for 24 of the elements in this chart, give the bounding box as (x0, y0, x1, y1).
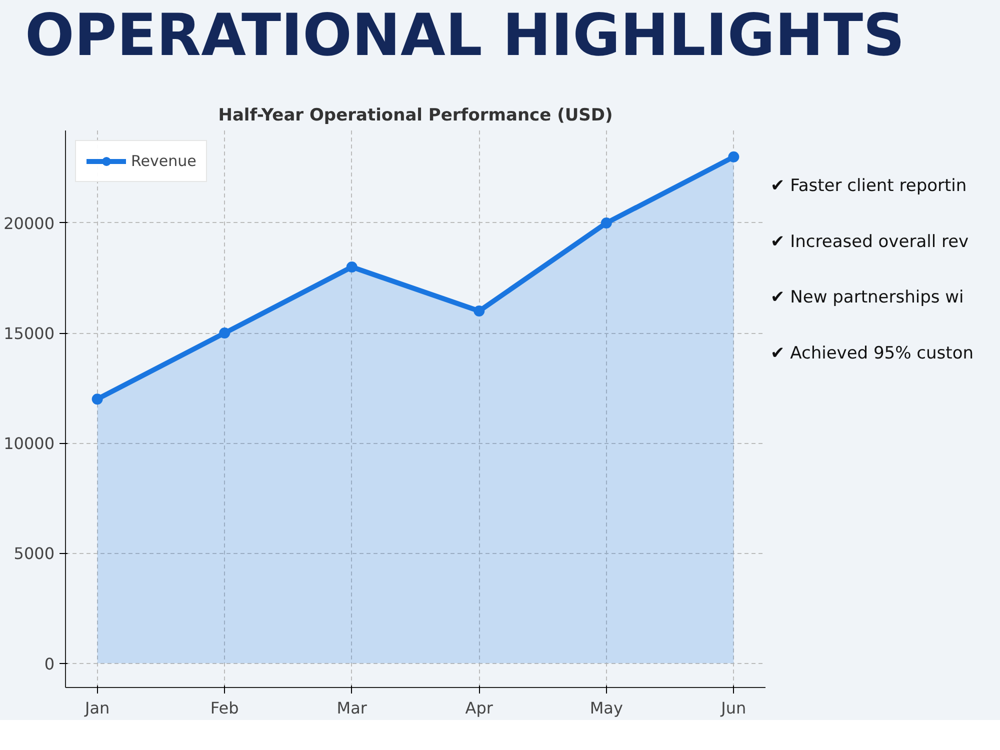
y-tick-label: 5000 (14, 544, 54, 564)
chart-subtitle: Half-Year Operational Performance (USD) (218, 106, 613, 126)
point (92, 394, 103, 405)
point (728, 151, 740, 162)
x-tick-label: Apr (465, 698, 494, 718)
point (600, 217, 612, 228)
text: ✔ Achieved 95% custon (770, 343, 974, 364)
text: ✔ New partnerships wi (770, 288, 964, 308)
text: ✔ Increased overall rev (770, 232, 969, 252)
y-tick-label: 0 (44, 654, 55, 674)
y-tick-label: 15000 (4, 324, 55, 344)
point (346, 262, 358, 272)
text: ✔ Faster client reportin (770, 176, 967, 196)
x-tick-label: Mar (336, 698, 368, 718)
x-tick-label: May (590, 698, 623, 718)
y-tick-label: 20000 (4, 214, 55, 233)
x-tick-label: Jan (84, 698, 110, 718)
x-tick-label: Jun (720, 698, 746, 718)
chart-title: OPERATIONAL HIGHLIGHTS (25, 1, 905, 69)
x-tick-label: Feb (210, 698, 239, 718)
point (219, 328, 230, 339)
legend-label: Revenue (131, 152, 196, 170)
y-tick-label: 10000 (4, 434, 55, 454)
point (474, 306, 485, 317)
